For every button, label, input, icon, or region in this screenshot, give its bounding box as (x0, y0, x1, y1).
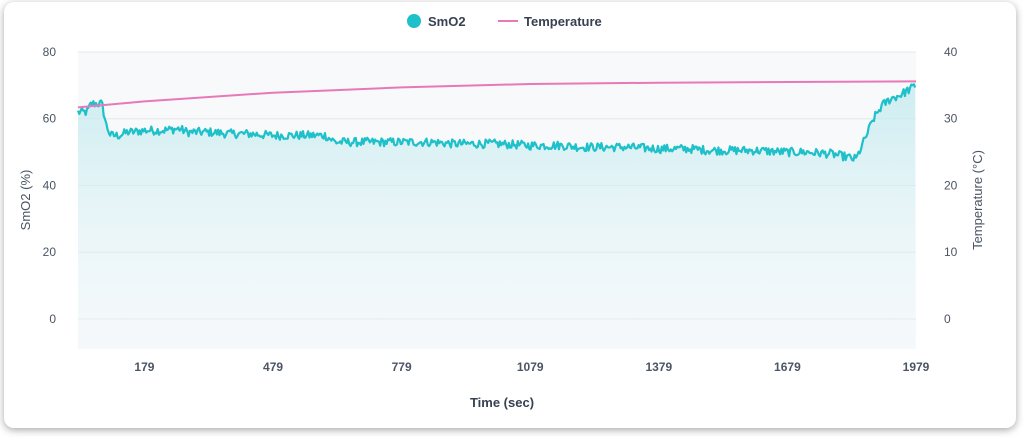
series-line-temperature (77, 80, 917, 109)
chart-svg: 0 20 40 60 80 0 10 20 30 40 179 479 779 1079 1379 1679 1… (18, 14, 985, 410)
x-tick-label: 1079 (517, 360, 544, 374)
y2-tick-label: 20 (944, 178, 958, 192)
legend-label-temperature: Temperature (524, 14, 602, 29)
series-layer (76, 80, 917, 350)
y-tick-label: 80 (43, 45, 57, 59)
axes: 0 20 40 60 80 0 10 20 30 40 179 479 779 1079 1379 1679 1… (18, 45, 985, 410)
y2-tick-label: 10 (944, 245, 958, 259)
x-axis-title: Time (sec) (470, 395, 534, 410)
y-tick-label: 20 (43, 245, 57, 259)
y2-tick-label: 40 (944, 45, 958, 59)
x-tick-label: 1379 (645, 360, 672, 374)
x-tick-label: 479 (263, 360, 283, 374)
legend-marker-smo2 (407, 14, 421, 28)
y2-axis-title: Temperature (°C) (970, 150, 985, 250)
y2-tick-label: 30 (944, 112, 958, 126)
y-tick-label: 40 (43, 178, 57, 192)
x-tick-label: 179 (134, 360, 154, 374)
legend-label-smo2: SmO2 (428, 14, 466, 29)
y-axis-title: SmO2 (%) (18, 170, 33, 231)
chart-card: 0 20 40 60 80 0 10 20 30 40 179 479 779 1079 1379 1679 1… (4, 2, 1016, 428)
y2-tick-label: 0 (944, 312, 951, 326)
series-line-smo2 (76, 83, 917, 162)
x-tick-label: 1979 (903, 360, 930, 374)
x-tick-label: 1679 (774, 360, 801, 374)
legend: SmO2 Temperature (407, 14, 602, 29)
series-area-smo2 (78, 84, 916, 350)
y-tick-label: 0 (49, 312, 56, 326)
y-tick-label: 60 (43, 112, 57, 126)
x-tick-label: 779 (392, 360, 412, 374)
